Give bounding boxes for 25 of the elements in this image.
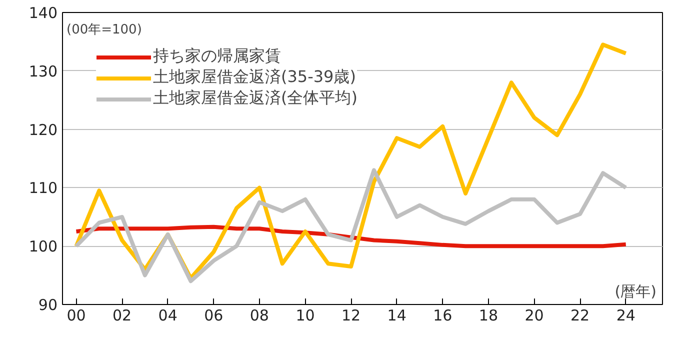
y-tick-label: 100 — [28, 238, 58, 256]
x-tick-label: 04 — [158, 306, 178, 324]
y-tick-label: 90 — [38, 296, 58, 314]
x-tick-label: 24 — [616, 306, 636, 324]
legend-label: 持ち家の帰属家賃 — [153, 46, 281, 67]
x-tick-label: 20 — [524, 306, 544, 324]
y-tick-label: 120 — [28, 120, 58, 139]
x-tick-label: 12 — [342, 306, 361, 324]
annotation: (00年=100) — [66, 22, 142, 38]
legend-label: 土地家屋借金返済(35-39歳) — [153, 67, 356, 88]
x-tick-label: 00 — [66, 306, 86, 324]
x-tick-label: 18 — [478, 306, 498, 324]
x-tick-label: 22 — [570, 306, 590, 324]
y-tick-label: 130 — [28, 62, 58, 80]
y-tick-label: 140 — [28, 4, 58, 22]
x-tick-label: 14 — [387, 306, 406, 324]
x-tick-label: 08 — [250, 306, 269, 324]
x-tick-label: 16 — [433, 306, 452, 324]
annotation: (暦年) — [614, 282, 657, 300]
x-tick-label: 10 — [296, 306, 315, 324]
x-tick-label: 02 — [112, 306, 132, 324]
line-series — [74, 42, 628, 280]
legend-label: 土地家屋借金返済(全体平均) — [153, 88, 358, 109]
y-tick-label: 110 — [28, 179, 58, 198]
x-tick-label: 06 — [204, 306, 224, 324]
